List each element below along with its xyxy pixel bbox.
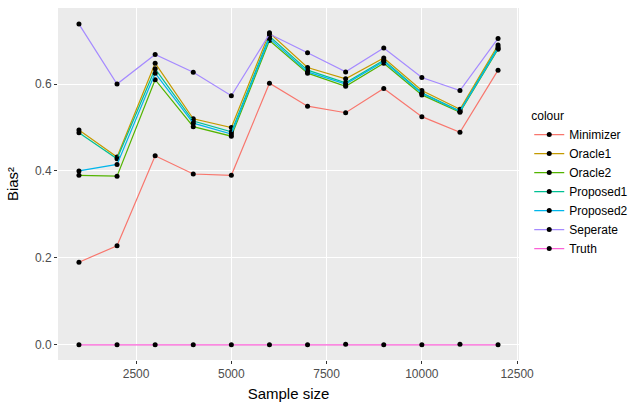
- svg-text:12500: 12500: [500, 367, 534, 381]
- svg-text:Seperate: Seperate: [569, 223, 618, 237]
- svg-text:0.0: 0.0: [35, 338, 52, 352]
- svg-text:Oracle1: Oracle1: [569, 147, 611, 161]
- svg-text:0.4: 0.4: [35, 164, 52, 178]
- svg-text:0.2: 0.2: [35, 251, 52, 265]
- svg-text:7500: 7500: [313, 367, 340, 381]
- svg-text:Sample size: Sample size: [248, 385, 330, 402]
- svg-text:Proposed1: Proposed1: [569, 185, 627, 199]
- svg-text:Bias²: Bias²: [4, 167, 21, 201]
- svg-text:2500: 2500: [123, 367, 150, 381]
- svg-text:5000: 5000: [218, 367, 245, 381]
- svg-text:Minimizer: Minimizer: [569, 128, 620, 142]
- svg-text:0.6: 0.6: [35, 77, 52, 91]
- svg-text:Oracle2: Oracle2: [569, 166, 611, 180]
- svg-text:Truth: Truth: [569, 242, 597, 256]
- svg-text:10000: 10000: [405, 367, 439, 381]
- svg-text:Proposed2: Proposed2: [569, 204, 627, 218]
- svg-text:colour: colour: [531, 109, 564, 123]
